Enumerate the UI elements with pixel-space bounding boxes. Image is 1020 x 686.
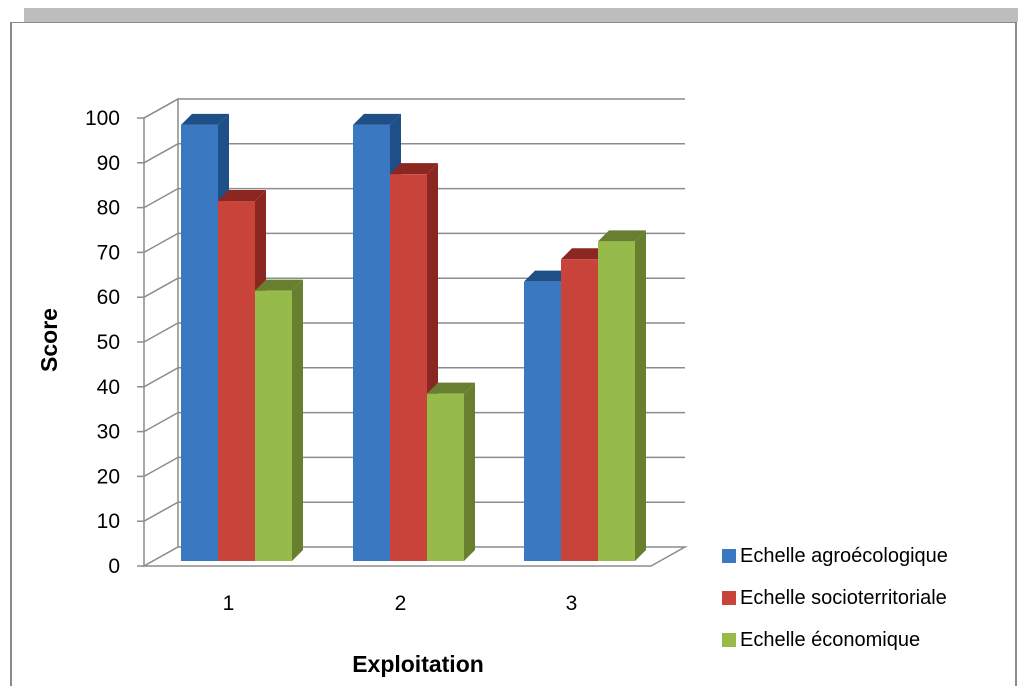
gridline-depth	[143, 501, 179, 522]
bar-top-face	[390, 163, 438, 175]
gridline-depth	[143, 98, 179, 119]
bar-side-face	[464, 382, 475, 561]
gridline-depth	[143, 277, 179, 298]
chart-frame-right-border	[1015, 22, 1017, 686]
bar-top-face	[353, 113, 401, 125]
y-tick-label: 80	[97, 197, 120, 220]
bar-front-face	[524, 281, 561, 561]
legend-label: Echelle agroécologique	[740, 545, 948, 567]
bar-side-face	[292, 279, 303, 561]
bar-front-face	[561, 259, 598, 561]
gridline-depth	[143, 143, 179, 164]
bar-side-face	[635, 230, 646, 562]
bar-top-face	[561, 248, 609, 260]
x-tick-label: 2	[395, 592, 407, 615]
legend-swatch	[722, 549, 736, 563]
bar-front-face	[353, 124, 390, 561]
legend-item: Echelle agroécologique	[722, 545, 948, 567]
y-tick-label: 100	[85, 107, 120, 130]
legend-item: Echelle économique	[722, 629, 920, 651]
y-tick-label: 60	[97, 286, 120, 309]
y-tick-label: 50	[97, 331, 120, 354]
bar-top-face	[598, 230, 646, 242]
bar-front-face	[255, 290, 292, 561]
chart-frame-inner-border	[12, 22, 1015, 23]
bar	[390, 163, 438, 561]
legend-item: Echelle socioterritoriale	[722, 587, 947, 609]
x-axis-title: Exploitation	[352, 651, 484, 677]
bar	[427, 382, 475, 561]
chart-frame-top-border	[24, 8, 1018, 22]
x-tick-label: 3	[566, 592, 578, 615]
legend: Echelle agroécologique Echelle socioterri…	[722, 545, 948, 651]
bars	[181, 113, 646, 562]
gridline-depth	[143, 322, 179, 343]
legend-swatch	[722, 633, 736, 647]
gridline-depth	[143, 456, 179, 478]
y-tick-label: 40	[97, 376, 120, 399]
bar-front-face	[598, 241, 635, 562]
bar-top-face	[255, 279, 303, 291]
x-tick-label: 1	[223, 592, 235, 615]
y-tick-label: 70	[97, 241, 120, 264]
y-axis-title: Score	[36, 308, 62, 372]
legend-label: Echelle socioterritoriale	[740, 587, 947, 609]
y-tick-label: 90	[97, 152, 120, 175]
bar	[255, 279, 303, 561]
gridline-depth	[143, 187, 179, 209]
bar-top-face	[524, 270, 572, 282]
chart-frame-left-border	[10, 22, 12, 686]
legend-label: Echelle économique	[740, 629, 920, 651]
bar-top-face	[218, 190, 266, 202]
y-tick-label: 30	[97, 421, 120, 444]
bar-front-face	[427, 393, 464, 561]
bar-top-face	[181, 113, 229, 125]
x-axis-ticks: 1 2 3	[223, 592, 578, 615]
bar-front-face	[181, 124, 218, 561]
y-axis-ticks: 0 10 20 30 40 50 60 70 80 90 100	[85, 107, 144, 578]
bar-top-face	[427, 382, 475, 394]
y-tick-label: 0	[108, 555, 120, 578]
gridline-depth	[143, 232, 179, 254]
legend-swatch	[722, 591, 736, 605]
bar	[598, 230, 646, 562]
bar-front-face	[390, 174, 427, 561]
y-tick-label: 20	[97, 465, 120, 488]
gridline-depth	[143, 367, 179, 388]
bar-front-face	[218, 201, 255, 562]
y-tick-label: 10	[97, 510, 120, 533]
gridline-depth	[143, 411, 179, 433]
